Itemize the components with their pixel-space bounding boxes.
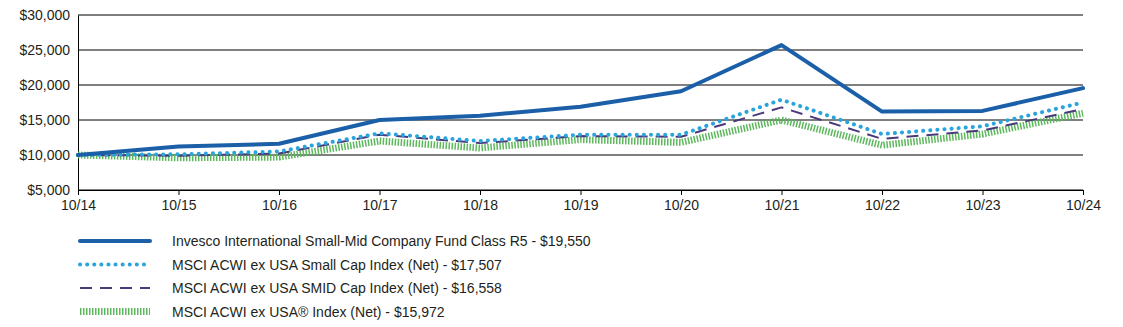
x-tick-mark [581, 190, 582, 195]
y-tick-label: $15,000 [19, 112, 70, 128]
x-tick-mark [279, 190, 280, 195]
lines [78, 45, 1083, 158]
y-tick: $5,000 [27, 182, 78, 198]
x-tick-mark [380, 190, 381, 195]
x-tick-label: 10/16 [262, 197, 297, 213]
x-tick-label: 10/18 [463, 197, 498, 213]
x-tick-mark [983, 190, 984, 195]
x-tick-label: 10/14 [61, 197, 96, 213]
x-tick-label: 10/21 [764, 197, 799, 213]
y-tick-label: $20,000 [19, 77, 70, 93]
legend-swatch [80, 287, 150, 289]
legend-item: MSCI ACWI ex USA® Index (Net) - $15,972 [80, 304, 445, 320]
grid-line [78, 85, 1083, 86]
legend-label: Invesco International Small-Mid Company … [172, 233, 591, 249]
x-tick: 10/16 [262, 190, 297, 213]
y-axis-line [78, 16, 79, 191]
x-tick-label: 10/17 [362, 197, 397, 213]
x-tick-label: 10/24 [1066, 197, 1101, 213]
x-tick: 10/19 [563, 190, 598, 213]
x-tick-mark [78, 190, 79, 195]
x-tick-mark [179, 190, 180, 195]
y-tick: $10,000 [19, 147, 78, 163]
x-tick-mark [480, 190, 481, 195]
x-tick-label: 10/15 [161, 197, 196, 213]
series-line [78, 45, 1083, 155]
x-tick-mark [681, 190, 682, 195]
y-tick: $20,000 [19, 77, 78, 93]
legend-item: MSCI ACWI ex USA SMID Cap Index (Net) - … [80, 280, 502, 296]
x-tick-mark [882, 190, 883, 195]
x-tick-mark [782, 190, 783, 195]
x-tick: 10/20 [664, 190, 699, 213]
grid-line [78, 120, 1083, 121]
chart: $5,000 $10,000 $15,000 $20,000 $25,000 $30,00… [0, 0, 1123, 327]
y-tick-label: $25,000 [19, 42, 70, 58]
y-tick: $30,000 [19, 7, 78, 23]
grid-line [78, 50, 1083, 51]
x-tick-label: 10/23 [965, 197, 1000, 213]
legend-label: MSCI ACWI ex USA SMID Cap Index (Net) - … [172, 280, 502, 296]
series-line [78, 107, 1083, 155]
x-tick-mark [1083, 190, 1084, 195]
x-tick-label: 10/19 [563, 197, 598, 213]
x-axis-line [79, 191, 1084, 196]
legend-item: MSCI ACWI ex USA Small Cap Index (Net) -… [80, 257, 502, 273]
x-tick: 10/15 [161, 190, 196, 213]
x-tick: 10/18 [463, 190, 498, 213]
y-axis: $5,000 $10,000 $15,000 $20,000 $25,000 $30,00… [19, 7, 78, 198]
x-tick: 10/23 [965, 190, 1000, 213]
x-tick: 10/17 [362, 190, 397, 213]
y-tick-label: $30,000 [19, 7, 70, 23]
x-tick: 10/21 [764, 190, 799, 213]
x-tick-label: 10/22 [865, 197, 900, 213]
legend: Invesco International Small-Mid Company … [80, 233, 591, 320]
legend-swatch [80, 263, 150, 267]
y-tick-label: $10,000 [19, 147, 70, 163]
y-tick: $15,000 [19, 112, 78, 128]
x-tick: 10/24 [1066, 190, 1101, 213]
grid [78, 15, 1083, 190]
legend-label: MSCI ACWI ex USA Small Cap Index (Net) -… [172, 257, 502, 273]
legend-label: MSCI ACWI ex USA® Index (Net) - $15,972 [172, 304, 445, 320]
x-tick-label: 10/20 [664, 197, 699, 213]
legend-swatch [80, 239, 150, 243]
x-tick: 10/22 [865, 190, 900, 213]
grid-line [78, 15, 1083, 16]
legend-item: Invesco International Small-Mid Company … [80, 233, 591, 249]
y-tick-label: $5,000 [27, 182, 70, 198]
x-axis: 10/14 10/15 10/16 10/17 10/18 10/19 10/20 10/21… [61, 190, 1101, 213]
y-tick: $25,000 [19, 42, 78, 58]
x-tick: 10/14 [61, 190, 96, 213]
legend-swatch [80, 308, 150, 315]
